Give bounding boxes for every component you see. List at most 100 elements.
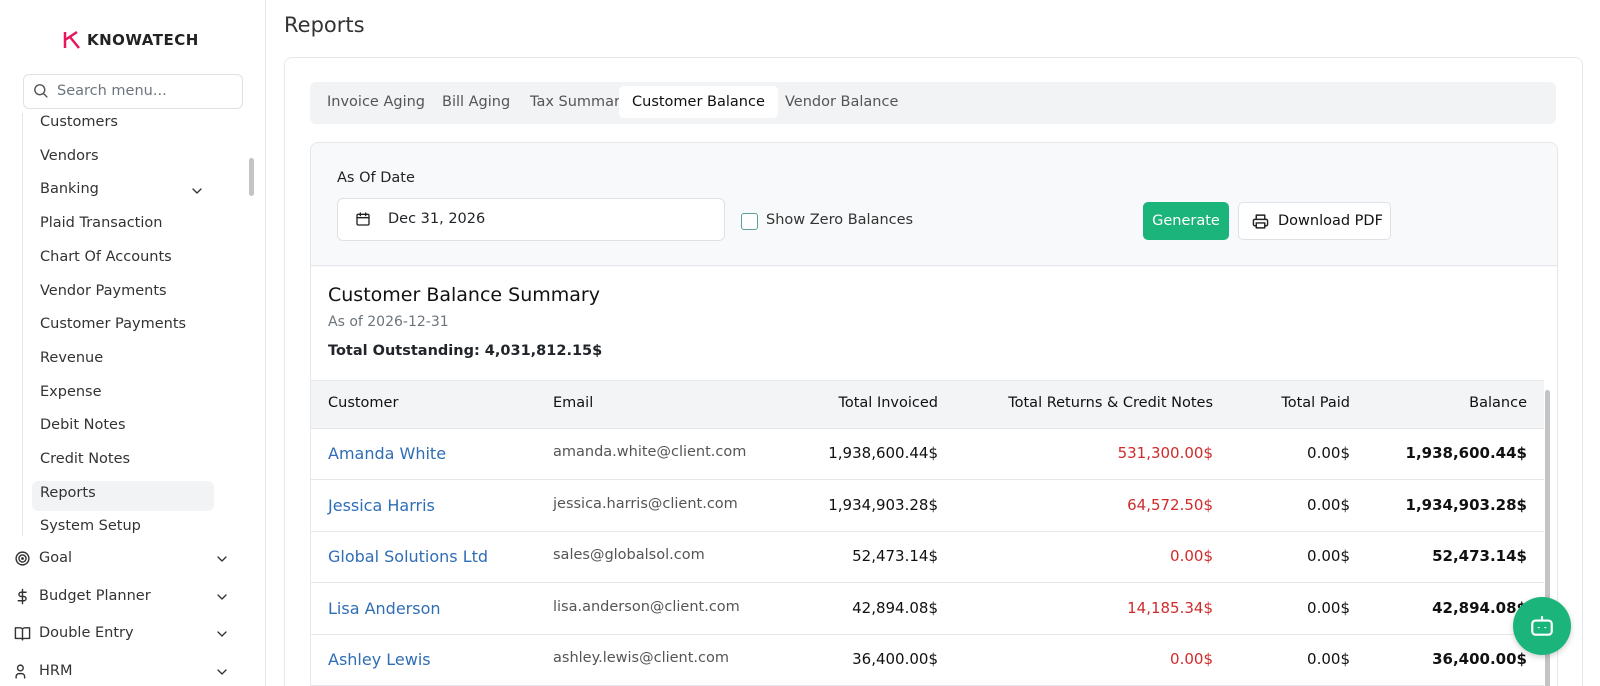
menu-item[interactable]: Vendors (40, 147, 99, 164)
search-box[interactable]: Search menu... (23, 74, 243, 109)
menu-item[interactable]: System Setup (40, 518, 141, 535)
menu-item[interactable]: Reports (40, 484, 96, 501)
group-icon (14, 550, 31, 571)
table-row (311, 531, 1544, 583)
summary-total: Total Outstanding: 4,031,812.15$ (328, 343, 603, 359)
column-header: Total Invoiced (838, 395, 938, 411)
summary-date: As of 2026-12-31 (328, 314, 449, 330)
table-cell: 0.00$ (1170, 650, 1213, 668)
tab[interactable]: Bill Aging (442, 94, 511, 110)
tab[interactable]: Invoice Aging (327, 94, 425, 110)
chevron[interactable] (214, 551, 230, 571)
menu-group[interactable]: Double Entry (39, 625, 134, 641)
submenu-line (22, 113, 23, 536)
printer-icon (1252, 213, 1269, 234)
chevron[interactable] (214, 626, 230, 646)
button-label: Generate (1152, 213, 1220, 229)
active-item-bg (32, 480, 214, 511)
checkbox[interactable] (741, 213, 758, 230)
column-header: Total Paid (1281, 395, 1350, 411)
tab-bar: Invoice Aging Bill Aging Tax Summary Custom… (310, 82, 1556, 124)
scroll-track (247, 118, 255, 678)
chevron[interactable] (214, 589, 230, 609)
table-cell: amanda.white@client.com (553, 444, 747, 460)
table-cell: 1,938,600.44$ (1405, 444, 1527, 462)
menu-item[interactable]: Credit Notes (40, 451, 131, 467)
table-header (311, 380, 1544, 429)
menu-item[interactable]: Plaid Transaction (40, 215, 163, 232)
button-label: Download PDF (1278, 213, 1383, 229)
menu-group[interactable]: Budget Planner (39, 587, 151, 604)
column-header: Balance (1469, 395, 1527, 411)
column-header: Total Returns & Credit Notes (1008, 395, 1213, 411)
group-icon (14, 663, 31, 684)
table-cell: 1,934,903.28$ (1405, 495, 1527, 514)
table-cell: 0.00$ (1307, 650, 1350, 668)
date-input[interactable]: Dec 31, 2026 (337, 198, 725, 241)
date-label: As Of Date (337, 170, 415, 186)
tab[interactable]: Customer Balance (619, 86, 778, 118)
table-cell: 0.00$ (1307, 444, 1350, 462)
column-header: Customer (328, 395, 399, 411)
search-placeholder: Search menu... (57, 83, 167, 99)
table-scrollbar (1545, 390, 1550, 686)
table-cell: 0.00$ (1170, 547, 1213, 565)
menu-item[interactable]: Vendor Payments (40, 282, 167, 299)
table-cell: 0.00$ (1307, 495, 1350, 514)
table-cell: sales@globalsol.com (553, 547, 705, 563)
summary-section (310, 265, 1558, 686)
table-cell: 1,934,903.28$ (828, 495, 938, 514)
scroll-thumb (249, 158, 254, 196)
table-cell: 0.00$ (1307, 547, 1350, 565)
menu-group[interactable]: HRM (39, 662, 73, 679)
table-cell: 531,300.00$ (1117, 444, 1213, 462)
menu-item[interactable]: Customers (40, 114, 118, 130)
customer-link[interactable]: Amanda White (328, 444, 447, 463)
tab[interactable]: Tax Summary (530, 94, 629, 110)
table-cell: 52,473.14$ (1432, 547, 1527, 565)
menu-item[interactable]: Revenue (40, 349, 104, 366)
table-cell: 42,894.08$ (852, 598, 938, 617)
table-row (311, 583, 1544, 635)
customer-link[interactable]: Global Solutions Ltd (328, 547, 489, 566)
table-cell: 42,894.08$ (1432, 598, 1527, 617)
checkbox-label[interactable]: Show Zero Balances (766, 212, 914, 228)
menu-item[interactable]: Banking (40, 181, 99, 198)
group-icon (14, 588, 31, 609)
table-cell: 36,400.00$ (852, 650, 938, 668)
group-icon (14, 625, 31, 646)
download-button[interactable]: Download PDF (1238, 202, 1391, 240)
table-cell: 64,572.50$ (1127, 495, 1213, 514)
menu-item[interactable]: Chart Of Accounts (40, 248, 172, 265)
tab[interactable]: Vendor Balance (785, 94, 899, 110)
customer-link[interactable]: Lisa Anderson (328, 598, 441, 618)
table-cell: 14,185.34$ (1127, 598, 1213, 617)
table-row (311, 480, 1544, 532)
date-value: Dec 31, 2026 (388, 211, 486, 227)
sidebar (0, 0, 266, 686)
menu-item[interactable]: Customer Payments (40, 316, 187, 333)
card (284, 57, 1583, 686)
table-cell: jessica.harris@client.com (553, 495, 738, 512)
summary-title: Customer Balance Summary (328, 284, 600, 306)
calendar-icon (355, 211, 371, 231)
search-icon (32, 82, 49, 103)
chat-button[interactable] (1513, 597, 1571, 655)
table-cell: 1,938,600.44$ (828, 444, 938, 462)
customer-link[interactable]: Jessica Harris (328, 495, 435, 515)
column-header: Email (553, 395, 594, 411)
brand-logo (62, 30, 82, 54)
menu-group[interactable]: Goal (39, 550, 73, 566)
page-title: Reports (284, 13, 365, 37)
generate-button[interactable]: Generate (1143, 202, 1229, 240)
customer-link[interactable]: Ashley Lewis (328, 650, 431, 669)
chevron[interactable] (189, 183, 205, 203)
chevron[interactable] (214, 664, 230, 684)
table-cell: 0.00$ (1307, 598, 1350, 617)
table-cell: 36,400.00$ (1432, 650, 1527, 668)
table-cell: ashley.lewis@client.com (553, 650, 729, 666)
table-cell: 52,473.14$ (852, 547, 938, 565)
menu-item[interactable]: Debit Notes (40, 417, 126, 434)
menu-item[interactable]: Expense (40, 383, 102, 400)
